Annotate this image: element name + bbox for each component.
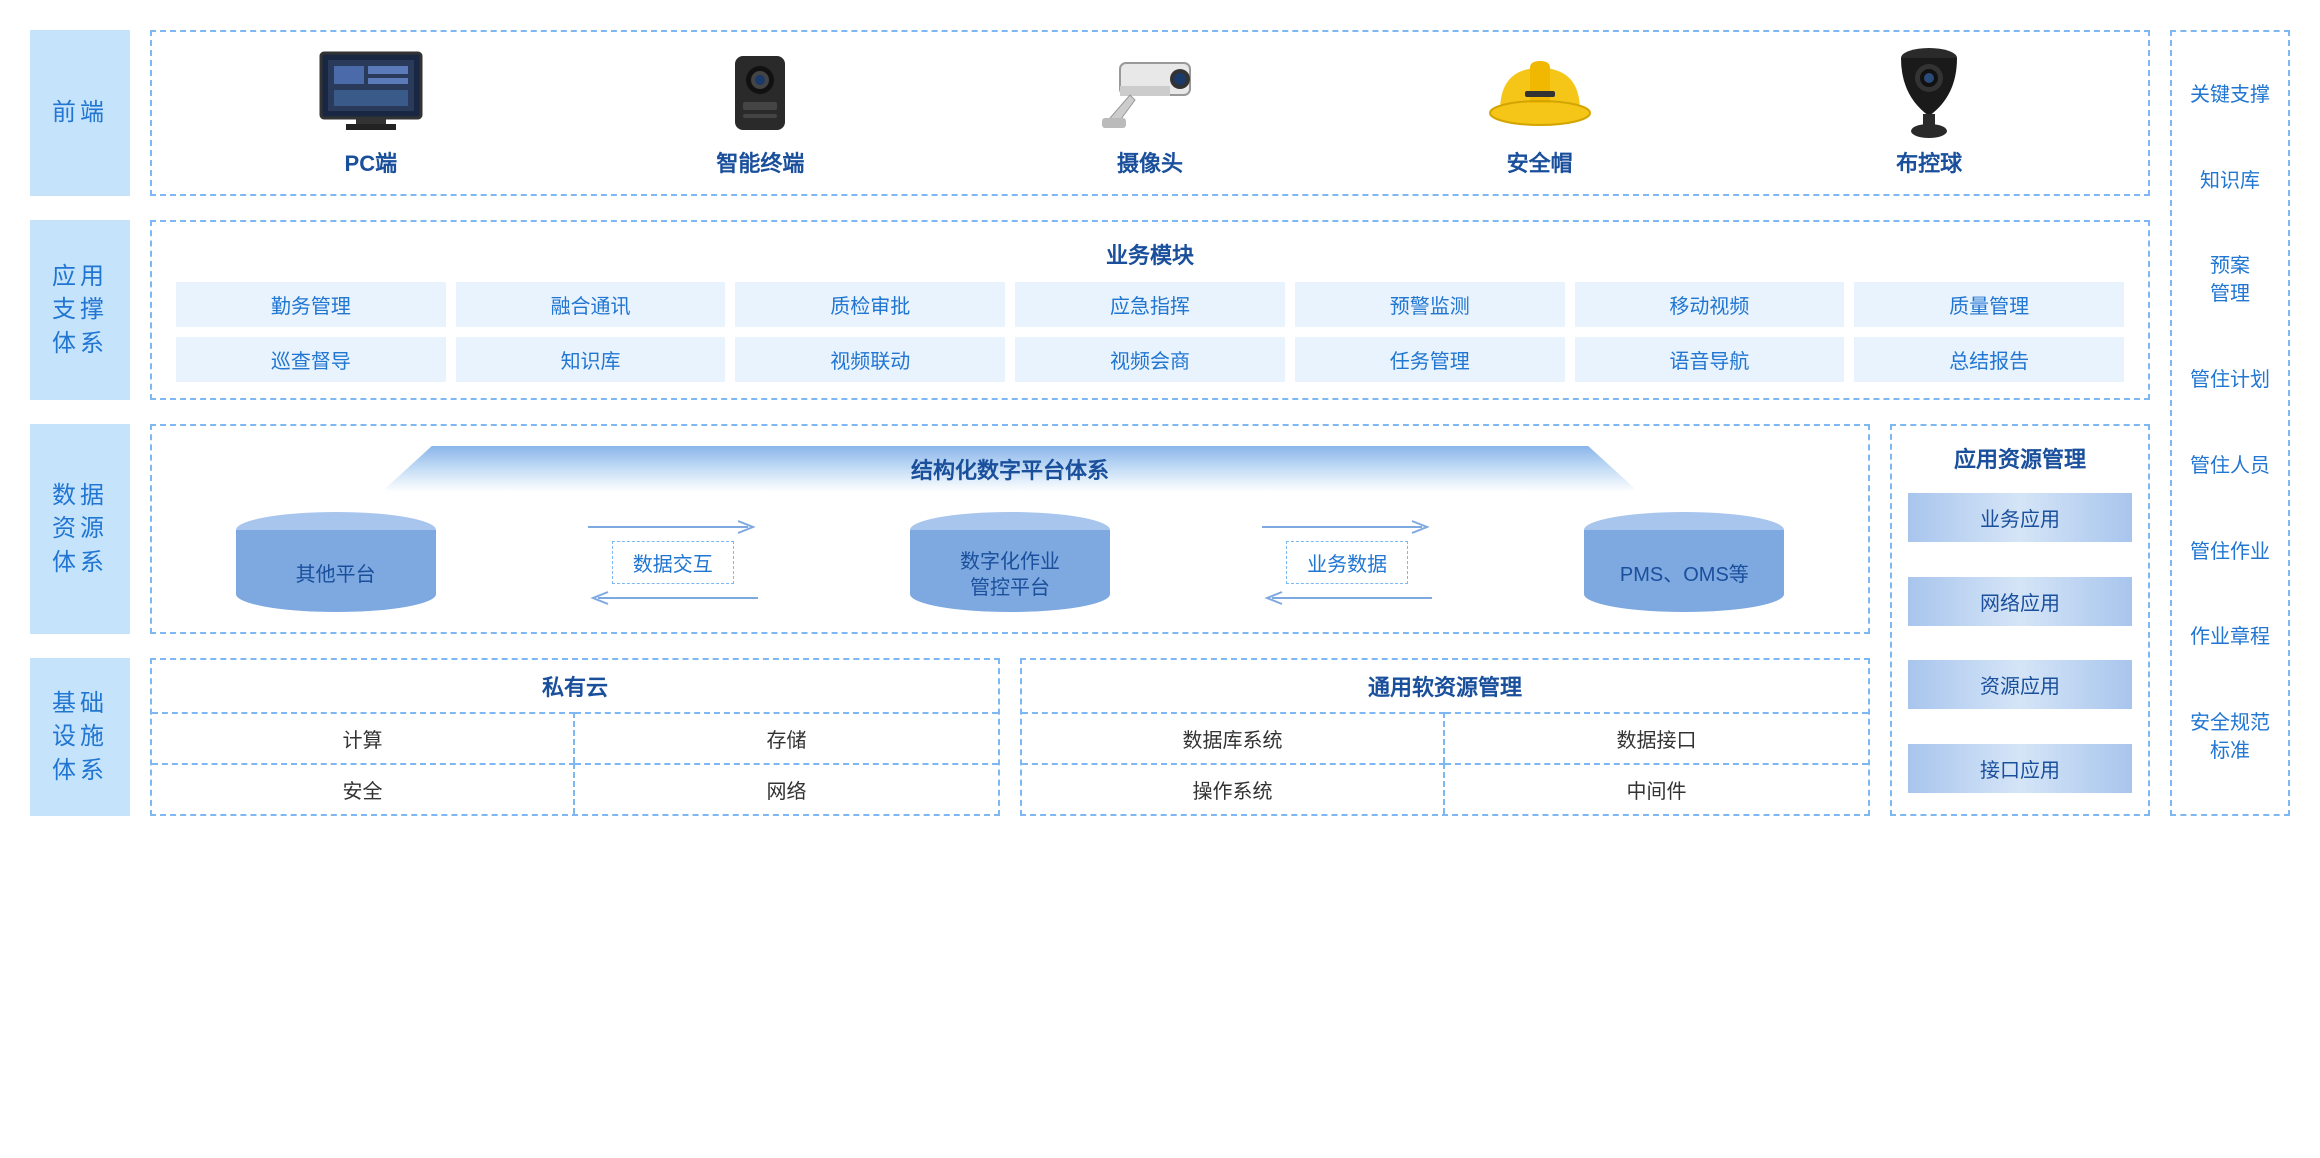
monitor-icon [311,48,431,138]
frontend-label: 智能终端 [716,146,804,178]
frontend-item-monitor: PC端 [311,48,431,178]
app-res-item: 业务应用 [1908,493,2132,542]
camera-icon [1090,48,1210,138]
row-label-infra: 基础 设施 体系 [30,658,130,816]
row-label-app-support: 应用 支撑 体系 [30,220,130,400]
app-resource-mgmt: 应用资源管理 业务应用网络应用资源应用接口应用 [1890,424,2150,816]
row-app-support: 应用 支撑 体系 业务模块 勤务管理融合通讯质检审批应急指挥预警监测移动视频质量… [30,220,2150,400]
sidebar-item: 关键支撑 [2190,81,2270,109]
sidebar-item: 管住计划 [2190,366,2270,394]
infra-cell: 中间件 [1445,763,1868,814]
infra-cell: 数据接口 [1445,712,1868,763]
biz-cell: 质检审批 [735,282,1005,327]
biz-header: 业务模块 [176,238,2124,270]
right-sidebar: 关键支撑知识库预案 管理管住计划管住人员管住作业作业章程安全规范 标准 [2170,30,2290,816]
infra-cell: 操作系统 [1022,763,1445,814]
sidebar-item: 预案 管理 [2210,252,2250,308]
frontend-item-bodycam: 智能终端 [700,48,820,178]
infra-box: 通用软资源管理数据库系统数据接口操作系统中间件 [1020,658,1870,816]
arrow-box: 业务数据 [1257,517,1437,608]
biz-cell: 质量管理 [1854,282,2124,327]
row-label-frontend: 前端 [30,30,130,196]
cylinder: PMS、OMS等 [1584,512,1784,612]
arrow-label: 数据交互 [612,541,734,584]
infra-cell: 网络 [575,763,998,814]
sidebar-item: 管住作业 [2190,538,2270,566]
biz-cell: 语音导航 [1575,337,1845,382]
cylinder: 其他平台 [236,512,436,612]
biz-cell: 总结报告 [1854,337,2124,382]
data-resource-content: 结构化数字平台体系 其他平台 数据交互 数字化作业 管控平台 业务数据 PMS、… [150,424,1870,634]
frontend-content: PC端 智能终端 摄像头 安全帽 布控球 [150,30,2150,196]
cylinder: 数字化作业 管控平台 [910,512,1110,612]
frontend-item-hardhat: 安全帽 [1480,48,1600,178]
frontend-label: 摄像头 [1117,146,1183,178]
app-support-content: 业务模块 勤务管理融合通讯质检审批应急指挥预警监测移动视频质量管理巡查督导知识库… [150,220,2150,400]
sidebar-item: 作业章程 [2190,623,2270,651]
infra-box: 私有云计算存储安全网络 [150,658,1000,816]
sidebar-item: 知识库 [2200,167,2260,195]
infra-title: 通用软资源管理 [1022,660,1868,712]
sidebar-item: 安全规范 标准 [2190,709,2270,765]
bodycam-icon [700,48,820,138]
ptz-icon [1869,48,1989,138]
arrow-label: 业务数据 [1286,541,1408,584]
biz-cell: 融合通讯 [456,282,726,327]
biz-cell: 移动视频 [1575,282,1845,327]
row-infrastructure: 基础 设施 体系 私有云计算存储安全网络通用软资源管理数据库系统数据接口操作系统… [30,658,1870,816]
biz-cell: 任务管理 [1295,337,1565,382]
biz-cell: 勤务管理 [176,282,446,327]
app-res-item: 资源应用 [1908,660,2132,709]
hardhat-icon [1480,48,1600,138]
structured-platform-banner: 结构化数字平台体系 [382,446,1639,492]
sidebar-item: 管住人员 [2190,452,2270,480]
app-res-item: 接口应用 [1908,744,2132,793]
biz-cell: 巡查督导 [176,337,446,382]
frontend-item-ptz: 布控球 [1869,48,1989,178]
row-data-resource: 数据 资源 体系 结构化数字平台体系 其他平台 数据交互 数字化作业 管控平台 … [30,424,1870,634]
frontend-label: 安全帽 [1507,146,1573,178]
row-label-data: 数据 资源 体系 [30,424,130,634]
biz-cell: 预警监测 [1295,282,1565,327]
biz-cell: 视频会商 [1015,337,1285,382]
infra-title: 私有云 [152,660,998,712]
frontend-label: PC端 [345,146,398,178]
app-res-item: 网络应用 [1908,577,2132,626]
infra-cell: 计算 [152,712,575,763]
arrow-box: 数据交互 [583,517,763,608]
frontend-item-camera: 摄像头 [1090,48,1210,178]
biz-cell: 应急指挥 [1015,282,1285,327]
row-frontend: 前端 PC端 智能终端 摄像头 安全帽 布控球 [30,30,2150,196]
biz-cell: 知识库 [456,337,726,382]
infra-cell: 存储 [575,712,998,763]
app-resource-title: 应用资源管理 [1908,442,2132,474]
infra-cell: 数据库系统 [1022,712,1445,763]
biz-cell: 视频联动 [735,337,1005,382]
frontend-label: 布控球 [1896,146,1962,178]
infra-cell: 安全 [152,763,575,814]
